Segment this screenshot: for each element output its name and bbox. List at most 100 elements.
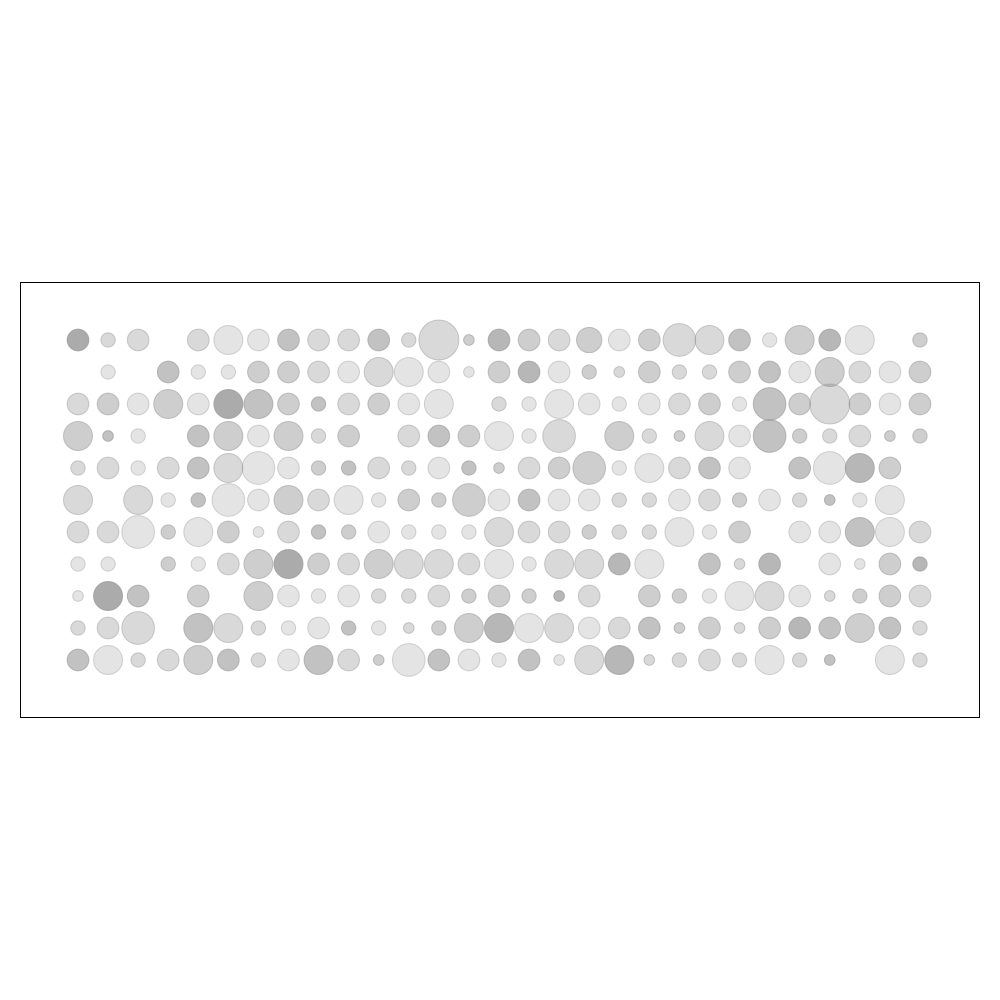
bubble-r10-c21 bbox=[673, 622, 686, 634]
bubble-r7-c25 bbox=[788, 520, 812, 544]
bubble-r7-c10 bbox=[340, 524, 357, 540]
bubble-r1-c12 bbox=[401, 332, 417, 348]
bubble-r1-c29 bbox=[912, 332, 928, 348]
bubble-r3-c24 bbox=[752, 387, 787, 421]
bubble-r9-c16 bbox=[521, 588, 537, 604]
bubble-r3-c4 bbox=[153, 389, 184, 419]
bubble-r5-c5 bbox=[186, 456, 210, 480]
bubble-r5-c26 bbox=[812, 451, 847, 485]
bubble-r2-c11 bbox=[363, 357, 394, 387]
bubble-r5-c11 bbox=[367, 456, 391, 480]
bubble-r6-c6 bbox=[211, 483, 246, 517]
bubble-r3-c22 bbox=[698, 392, 721, 416]
bubble-r6-c11 bbox=[371, 492, 387, 508]
bubble-r1-c5 bbox=[186, 328, 210, 352]
bubble-r4-c24 bbox=[752, 419, 787, 453]
bubble-r2-c21 bbox=[671, 364, 688, 380]
plot-frame bbox=[20, 282, 980, 718]
bubble-r1-c9 bbox=[307, 328, 330, 352]
bubble-r11-c7 bbox=[250, 652, 267, 668]
bubble-r6-c22 bbox=[698, 488, 721, 512]
bubble-r4-c15 bbox=[483, 421, 514, 451]
bubble-r10-c23 bbox=[733, 622, 746, 634]
bubble-r7-c15 bbox=[483, 517, 514, 547]
bubble-r6-c12 bbox=[397, 488, 421, 512]
bubble-r6-c21 bbox=[668, 488, 691, 512]
bubble-r11-c23 bbox=[731, 652, 748, 668]
bubble-r10-c17 bbox=[544, 613, 575, 643]
bubble-r1-c19 bbox=[607, 328, 631, 352]
bubble-r11-c16 bbox=[517, 648, 541, 672]
bubble-r10-c9 bbox=[307, 616, 330, 640]
bubble-r1-c8 bbox=[277, 328, 300, 352]
bubble-r5-c23 bbox=[728, 456, 751, 480]
bubble-r7-c4 bbox=[160, 524, 176, 540]
bubble-r4-c27 bbox=[848, 424, 872, 448]
bubble-r8-c24 bbox=[758, 552, 781, 576]
bubble-r10-c27 bbox=[844, 613, 875, 643]
bubble-r2-c26 bbox=[814, 357, 845, 387]
bubble-r7-c28 bbox=[874, 517, 905, 547]
bubble-r9-c5 bbox=[186, 584, 210, 608]
bubble-r7-c29 bbox=[908, 520, 932, 544]
bubble-r3-c1 bbox=[66, 392, 90, 416]
bubble-r3-c21 bbox=[668, 392, 691, 416]
bubble-r1-c24 bbox=[761, 332, 778, 348]
bubble-r2-c4 bbox=[156, 360, 180, 384]
bubble-r5-c19 bbox=[611, 460, 627, 476]
bubble-r2-c6 bbox=[220, 364, 237, 380]
bubble-r10-c8 bbox=[280, 620, 297, 636]
bubble-r2-c2 bbox=[100, 364, 116, 380]
bubble-r4-c8 bbox=[273, 421, 304, 451]
bubble-r8-c27 bbox=[853, 558, 866, 570]
bubble-r4-c1 bbox=[63, 421, 93, 451]
bubble-r9-c29 bbox=[908, 584, 932, 608]
bubble-r4-c29 bbox=[912, 428, 928, 444]
bubble-r7-c14 bbox=[461, 524, 477, 540]
bubble-r4-c21 bbox=[673, 430, 686, 442]
bubble-r4-c14 bbox=[457, 424, 481, 448]
bubble-r10-c22 bbox=[698, 616, 721, 640]
bubble-r5-c3 bbox=[130, 460, 146, 476]
bubble-r6-c4 bbox=[160, 492, 176, 508]
bubble-r3-c7 bbox=[243, 389, 274, 419]
bubble-r2-c5 bbox=[190, 364, 206, 380]
bubble-r5-c8 bbox=[277, 456, 300, 480]
bubble-r2-c12 bbox=[393, 357, 424, 387]
bubble-r7-c8 bbox=[277, 520, 300, 544]
bubble-r10-c1 bbox=[70, 620, 86, 636]
bubble-r7-c6 bbox=[217, 520, 240, 544]
bubble-r3-c8 bbox=[277, 392, 300, 416]
bubble-r7-c13 bbox=[431, 524, 447, 540]
bubble-r11-c4 bbox=[156, 648, 180, 672]
bubble-r1-c20 bbox=[638, 328, 661, 352]
bubble-r3-c25 bbox=[788, 392, 812, 416]
bubble-r5-c13 bbox=[427, 456, 451, 480]
bubble-r6-c1 bbox=[63, 485, 93, 515]
bubble-r8-c26 bbox=[818, 552, 842, 576]
bubble-r4-c2 bbox=[102, 430, 114, 442]
bubble-r2-c10 bbox=[337, 360, 360, 384]
bubble-r2-c19 bbox=[613, 366, 626, 378]
bubble-r4-c28 bbox=[884, 430, 896, 442]
bubble-r11-c25 bbox=[792, 652, 808, 668]
bubble-r8-c23 bbox=[733, 558, 746, 570]
bubble-r8-c12 bbox=[393, 549, 424, 579]
bubble-r5-c27 bbox=[844, 453, 875, 483]
bubble-r5-c2 bbox=[96, 456, 120, 480]
bubble-grid-plot bbox=[63, 319, 932, 677]
bubble-r10-c7 bbox=[250, 620, 267, 636]
bubble-r7-c11 bbox=[367, 520, 391, 544]
bubble-r7-c16 bbox=[517, 520, 541, 544]
bubble-r6-c17 bbox=[547, 488, 571, 512]
bubble-r2-c28 bbox=[878, 360, 902, 384]
bubble-r6-c3 bbox=[123, 485, 154, 515]
bubble-r6-c28 bbox=[874, 485, 905, 515]
bubble-r3-c18 bbox=[577, 392, 601, 416]
bubble-r7-c2 bbox=[96, 520, 120, 544]
bubble-r11-c13 bbox=[427, 648, 451, 672]
bubble-r9-c12 bbox=[401, 588, 417, 604]
bubble-r5-c22 bbox=[698, 456, 721, 480]
bubble-r4-c10 bbox=[337, 424, 360, 448]
bubble-r10-c25 bbox=[788, 616, 812, 640]
